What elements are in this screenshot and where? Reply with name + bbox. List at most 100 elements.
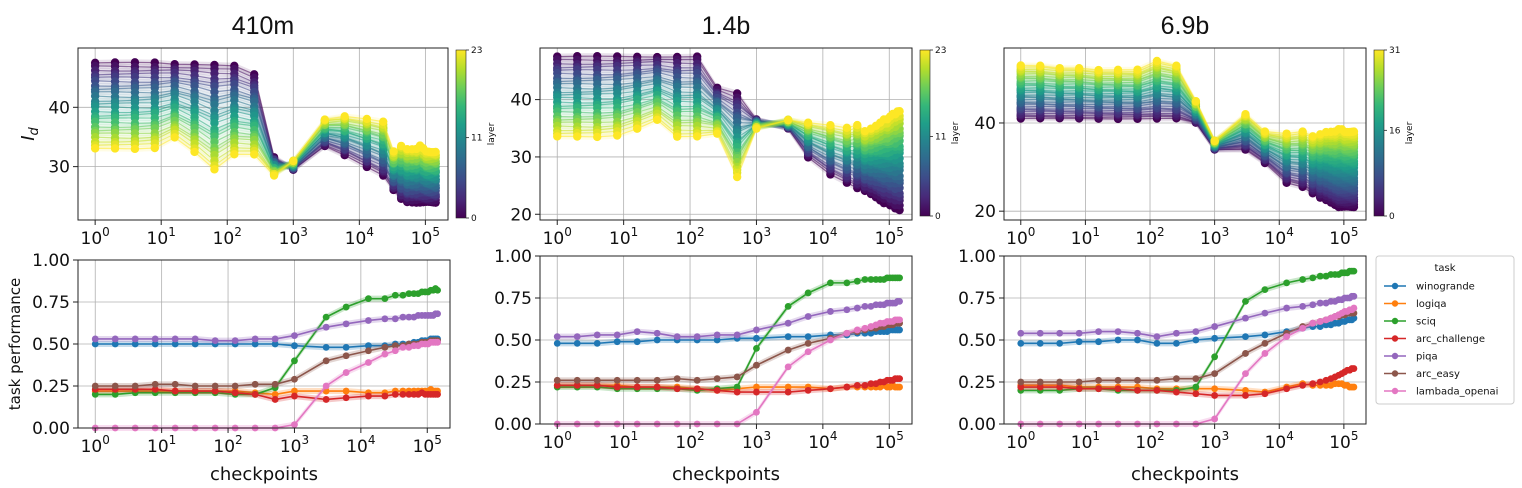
bottom-panel-1-x-ticks: 100 101 102 103 104 105 <box>81 428 442 457</box>
series-point-winogrande <box>271 340 279 348</box>
series-point-sciq <box>1350 267 1358 275</box>
series-point-logiqa <box>271 391 279 398</box>
series-point-piqa <box>1056 329 1064 337</box>
series-point-piqa <box>1134 329 1141 337</box>
series-point-arc_challenge <box>553 381 561 389</box>
series-point-arc_easy <box>365 347 372 355</box>
series-band-piqa <box>1020 293 1354 340</box>
series-point-piqa <box>1192 328 1200 335</box>
layer-band <box>557 92 900 158</box>
x-tick-label: 105 <box>875 429 904 453</box>
series-point-lambada_openai <box>399 343 407 351</box>
top-panel-1-plot <box>90 58 440 207</box>
colorbar <box>919 49 931 217</box>
legend: task winogrande logiqa sciq arc_challengepiq… <box>1375 255 1515 405</box>
series-point-arc_easy <box>1095 376 1102 384</box>
series-point-arc_challenge <box>1283 385 1291 393</box>
colorbar-tick-label: 23 <box>935 46 946 56</box>
series-point-logiqa <box>1322 381 1330 389</box>
series-point-logiqa <box>1242 387 1249 394</box>
series-point-lambada_openai <box>391 347 399 355</box>
series-point-arc_easy <box>1211 370 1219 377</box>
series-point-arc_challenge <box>391 391 399 398</box>
colorbar-tick-label: 23 <box>471 46 482 56</box>
series-point-arc_challenge <box>322 396 330 403</box>
series-point-arc_easy <box>131 382 139 390</box>
x-tick-label: 104 <box>1265 225 1294 249</box>
panel-title: 1.4b <box>702 12 751 40</box>
series-point-arc_easy <box>653 376 661 384</box>
legend-title: task <box>1434 263 1455 274</box>
series-point-sciq <box>753 345 760 352</box>
series-point-winogrande <box>553 339 561 347</box>
x-tick-label: 105 <box>875 225 904 249</box>
series-point-piqa <box>593 331 601 339</box>
series-point-sciq <box>434 286 441 294</box>
series-point-sciq <box>1261 286 1269 293</box>
series-point-arc_easy <box>553 376 561 384</box>
bottom-panel-3-x-ticks: 100 101 102 103 104 105 <box>1006 424 1359 453</box>
series-point-arc_easy <box>1134 376 1141 384</box>
series-point-sciq <box>405 290 413 297</box>
series-point-piqa <box>713 331 721 339</box>
series-point-piqa <box>693 333 701 341</box>
series-point-winogrande <box>653 336 661 344</box>
y-tick-label: 0.75 <box>494 289 532 309</box>
x-tick-label: 104 <box>345 225 374 249</box>
series-point-arc_challenge <box>1211 392 1219 399</box>
series-point-piqa <box>271 335 279 343</box>
series-point-lambada_openai <box>827 336 834 344</box>
series-point-piqa <box>399 313 407 321</box>
series-point-arc_challenge <box>271 396 279 403</box>
x-tick-label: 102 <box>675 429 704 453</box>
series-point-sciq <box>399 291 407 299</box>
series-point-piqa <box>1316 299 1324 307</box>
layer-band <box>1020 70 1354 151</box>
layer-band <box>557 95 900 155</box>
series-point-arc_easy <box>171 380 179 388</box>
layer-point <box>130 144 140 154</box>
series-point-piqa <box>171 335 179 343</box>
top-panel-2-frame <box>539 47 913 221</box>
series-point-sciq <box>861 276 869 283</box>
layer-point <box>1172 61 1181 70</box>
series-point-sciq <box>1192 383 1200 391</box>
x-tick-label: 105 <box>413 433 442 457</box>
series-point-lambada_openai <box>784 363 792 371</box>
x-tick-label: 105 <box>1329 225 1358 249</box>
series-point-piqa <box>633 328 641 335</box>
bottom-panel-3-plot <box>1017 267 1358 428</box>
series-point-lambada_openai <box>1211 415 1219 423</box>
series-point-arc_challenge <box>151 385 159 393</box>
series-point-piqa <box>653 329 661 337</box>
series-point-arc_challenge <box>1153 387 1161 394</box>
y-tick-label: 0.50 <box>958 331 996 351</box>
series-point-winogrande <box>151 340 159 348</box>
layer-point <box>1152 56 1162 66</box>
layer-point <box>110 144 120 153</box>
layer-point <box>803 118 813 127</box>
series-band-winogrande <box>1020 315 1354 347</box>
series-point-logiqa <box>322 387 330 395</box>
series-point-arc_easy <box>633 376 641 384</box>
series-point-arc_easy <box>1153 376 1161 384</box>
series-point-logiqa <box>1211 385 1219 393</box>
layer-point <box>1055 63 1064 73</box>
series-point-piqa <box>613 331 621 339</box>
series-point-winogrande <box>365 342 372 350</box>
series-point-lambada_openai <box>896 316 903 324</box>
bottom-y-axis-label: task performance <box>6 278 24 410</box>
series-point-winogrande <box>1322 321 1330 329</box>
layer-point <box>340 112 349 121</box>
layer-point <box>210 118 219 128</box>
series-point-winogrande <box>896 326 903 334</box>
x-tick-label: 105 <box>411 225 440 249</box>
layer-band <box>95 109 436 174</box>
series-point-piqa <box>251 335 259 343</box>
series-point-lambada_openai <box>381 350 389 358</box>
series-point-piqa <box>1242 314 1249 322</box>
layer-point <box>210 69 219 78</box>
series-band-arc_easy <box>1020 310 1354 385</box>
series-point-winogrande <box>1172 339 1180 347</box>
y-tick-label: 0.50 <box>494 331 532 351</box>
